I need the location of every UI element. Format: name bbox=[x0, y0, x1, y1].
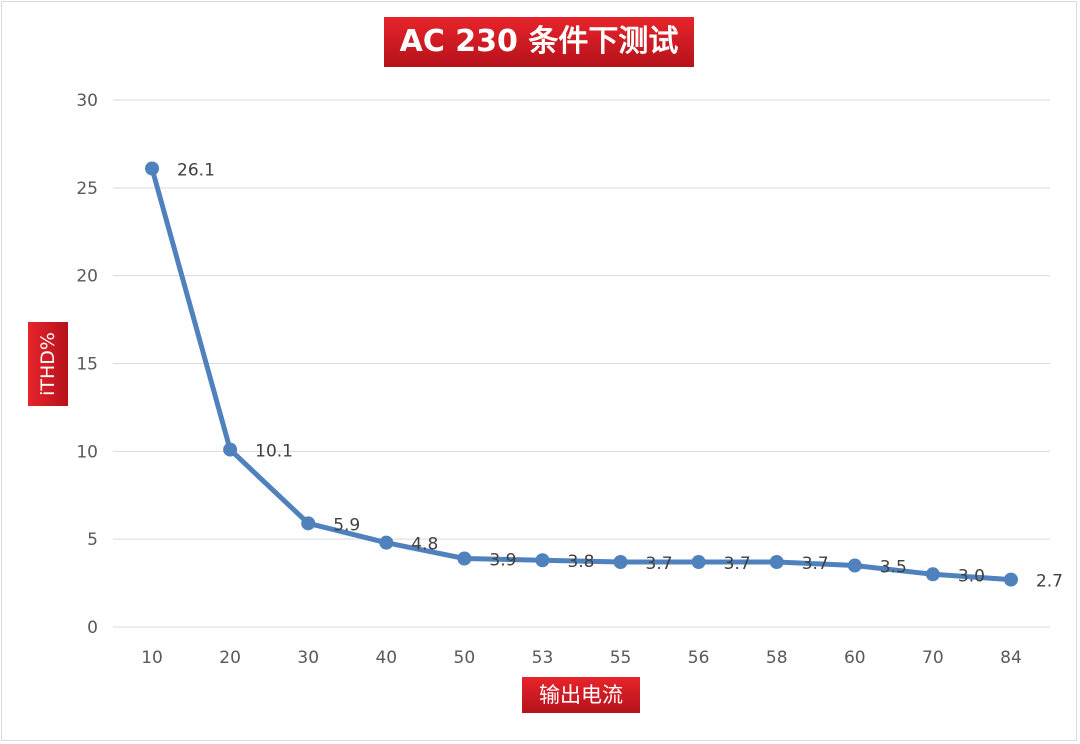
x-tick-40: 40 bbox=[375, 648, 397, 668]
x-tick-56: 56 bbox=[688, 648, 710, 668]
chart-title: AC 230 条件下测试 bbox=[399, 24, 679, 59]
x-axis-label: 输出电流 bbox=[539, 683, 623, 707]
data-point-58 bbox=[769, 555, 784, 570]
data-point-40 bbox=[379, 535, 394, 550]
y-tick-15: 15 bbox=[76, 355, 98, 375]
x-tick-30: 30 bbox=[297, 648, 319, 668]
x-tick-58: 58 bbox=[766, 648, 788, 668]
data-point-84 bbox=[1003, 572, 1018, 587]
data-label-56: 3.7 bbox=[724, 554, 751, 574]
data-label-20: 10.1 bbox=[255, 442, 293, 462]
x-tick-20: 20 bbox=[219, 648, 241, 668]
data-label-58: 3.7 bbox=[802, 554, 829, 574]
y-tick-5: 5 bbox=[87, 530, 98, 550]
data-point-30 bbox=[301, 516, 316, 531]
data-label-55: 3.7 bbox=[646, 554, 673, 574]
data-point-10 bbox=[145, 161, 160, 176]
x-tick-60: 60 bbox=[844, 648, 866, 668]
data-label-30: 5.9 bbox=[333, 515, 360, 535]
data-labels: 26.1 10.1 5.9 4.8 3.9 3.8 3.7 3.7 3.7 3.5 3.0 2.7 bbox=[177, 161, 1063, 592]
data-label-40: 4.8 bbox=[411, 535, 438, 555]
data-label-50: 3.9 bbox=[489, 550, 516, 570]
x-tick-53: 53 bbox=[532, 648, 554, 668]
chart-title-box: AC 230 条件下测试 bbox=[384, 17, 694, 67]
data-label-10: 26.1 bbox=[177, 161, 215, 181]
data-point-56 bbox=[691, 555, 706, 570]
series-line-0 bbox=[149, 166, 1014, 583]
y-tick-20: 20 bbox=[76, 267, 98, 287]
data-point-55 bbox=[613, 555, 628, 570]
series-group bbox=[145, 161, 1018, 587]
data-label-70: 3.0 bbox=[958, 566, 985, 586]
x-tick-84: 84 bbox=[1000, 648, 1022, 668]
y-tick-10: 10 bbox=[76, 442, 98, 462]
data-label-60: 3.5 bbox=[880, 558, 907, 578]
x-tick-55: 55 bbox=[610, 648, 632, 668]
data-point-60 bbox=[847, 558, 862, 573]
y-tick-labels: 0 5 10 15 20 25 30 bbox=[76, 91, 98, 638]
gridlines bbox=[113, 99, 1050, 628]
x-tick-labels: 10 20 30 40 50 53 55 56 58 60 70 84 bbox=[141, 648, 1022, 668]
data-label-53: 3.8 bbox=[567, 552, 594, 572]
x-axis-label-box: 输出电流 bbox=[522, 677, 640, 713]
x-tick-10: 10 bbox=[141, 648, 163, 668]
x-tick-50: 50 bbox=[454, 648, 476, 668]
y-tick-25: 25 bbox=[76, 179, 98, 199]
data-point-20 bbox=[223, 442, 238, 457]
y-tick-30: 30 bbox=[76, 91, 98, 111]
x-tick-70: 70 bbox=[922, 648, 944, 668]
data-point-70 bbox=[925, 567, 940, 582]
y-axis-label-box: iTHD% bbox=[28, 322, 68, 406]
data-label-84: 2.7 bbox=[1036, 572, 1063, 592]
data-point-50 bbox=[457, 551, 472, 566]
data-point-53 bbox=[535, 553, 550, 568]
y-tick-0: 0 bbox=[87, 618, 98, 638]
